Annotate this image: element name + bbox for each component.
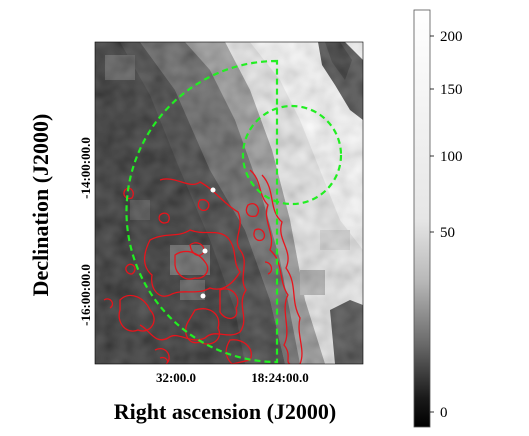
source-marker [200, 293, 206, 299]
source-marker [210, 187, 216, 193]
colorbar-label: 200 [440, 29, 463, 45]
source-markers [200, 187, 216, 299]
half-circle-region [125, 59, 279, 364]
x-tick-label: 18:24:00.0 [251, 370, 308, 385]
x-axis-title: Right ascension (J2000) [114, 399, 336, 424]
colorbar-label: 0 [440, 405, 448, 421]
green-regions [125, 59, 343, 364]
colorbar-label: 50 [440, 225, 455, 241]
colorbar-gradient [413, 9, 431, 428]
x-tick-label: 32:00.0 [156, 370, 196, 385]
colorbar-label: 100 [440, 149, 463, 165]
y-axis-title: Declination (J2000) [28, 114, 53, 297]
y-tick-label: -14:00:00.0 [78, 137, 93, 199]
colorbar-label: 150 [440, 82, 463, 98]
y-tick-label: -16:00:00.0 [78, 264, 93, 326]
circle-region [241, 104, 343, 206]
colorbar: 200 150 100 50 0 [413, 9, 463, 428]
image-frame [94, 41, 364, 365]
image-panel [95, 42, 363, 364]
source-marker [202, 248, 208, 254]
